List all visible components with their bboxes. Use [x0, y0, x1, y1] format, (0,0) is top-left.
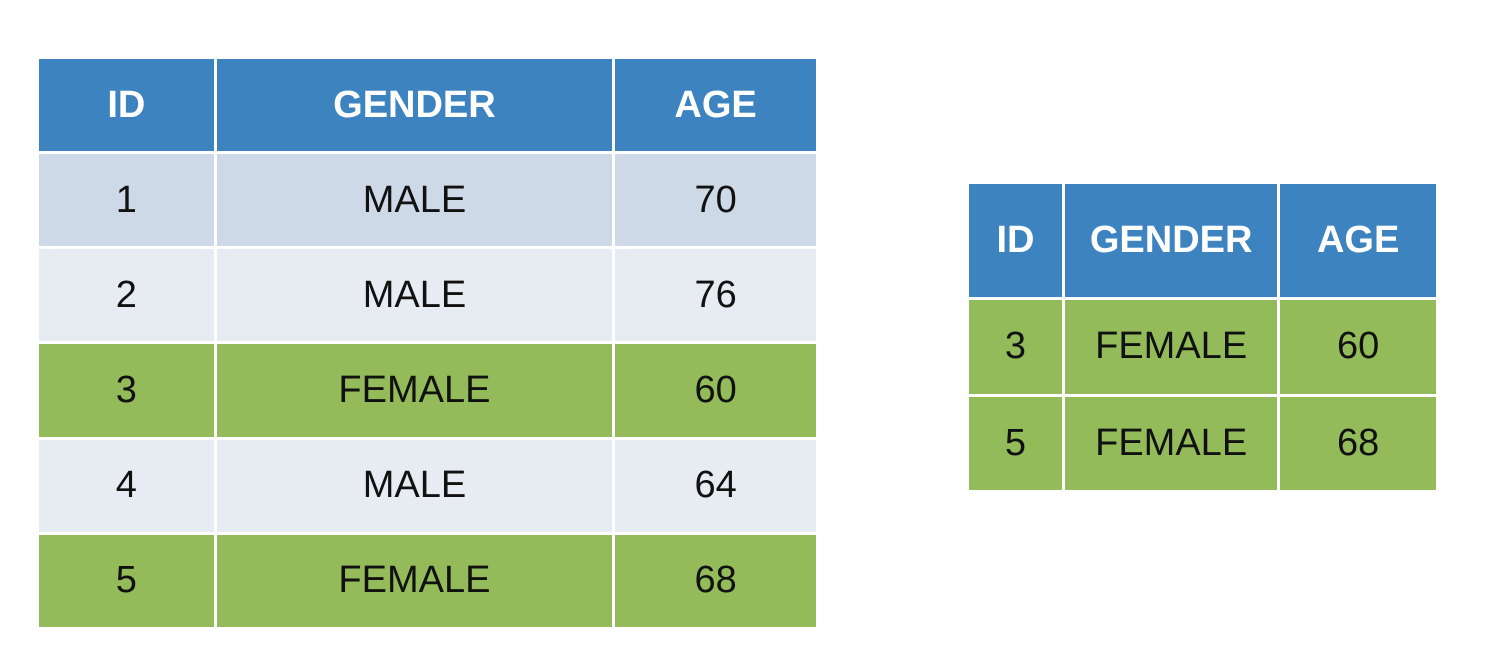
cell-gender: FEMALE [1065, 396, 1278, 490]
table-row: 5 FEMALE 68 [39, 534, 816, 627]
cell-id: 4 [39, 439, 214, 532]
table-row: 1 MALE 70 [39, 154, 816, 247]
table-row: 3 FEMALE 60 [39, 344, 816, 437]
cell-age: 68 [615, 534, 816, 627]
cell-id: 5 [969, 396, 1062, 490]
table-row: 4 MALE 64 [39, 439, 816, 532]
filtered-table: ID GENDER AGE 3 FEMALE 60 5 FEMALE 68 [966, 181, 1439, 493]
table-row: 2 MALE 76 [39, 249, 816, 342]
cell-id: 3 [39, 344, 214, 437]
column-header-gender: GENDER [1065, 184, 1278, 297]
column-header-id: ID [969, 184, 1062, 297]
column-header-age: AGE [1280, 184, 1436, 297]
column-header-id: ID [39, 59, 214, 151]
table-row: 3 FEMALE 60 [969, 300, 1436, 394]
table-header-row: ID GENDER AGE [969, 184, 1436, 297]
cell-gender: MALE [216, 154, 613, 247]
main-table: ID GENDER AGE 1 MALE 70 2 MALE 76 3 FEMA… [36, 56, 819, 630]
cell-gender: FEMALE [1065, 300, 1278, 394]
cell-age: 68 [1280, 396, 1436, 490]
cell-age: 60 [615, 344, 816, 437]
cell-age: 76 [615, 249, 816, 342]
cell-age: 64 [615, 439, 816, 532]
cell-age: 70 [615, 154, 816, 247]
cell-id: 2 [39, 249, 214, 342]
table-header-row: ID GENDER AGE [39, 59, 816, 151]
column-header-gender: GENDER [216, 59, 613, 151]
cell-gender: FEMALE [216, 344, 613, 437]
cell-gender: MALE [216, 439, 613, 532]
cell-id: 5 [39, 534, 214, 627]
table-row: 5 FEMALE 68 [969, 396, 1436, 490]
cell-id: 3 [969, 300, 1062, 394]
cell-id: 1 [39, 154, 214, 247]
cell-age: 60 [1280, 300, 1436, 394]
column-header-age: AGE [615, 59, 816, 151]
cell-gender: FEMALE [216, 534, 613, 627]
cell-gender: MALE [216, 249, 613, 342]
